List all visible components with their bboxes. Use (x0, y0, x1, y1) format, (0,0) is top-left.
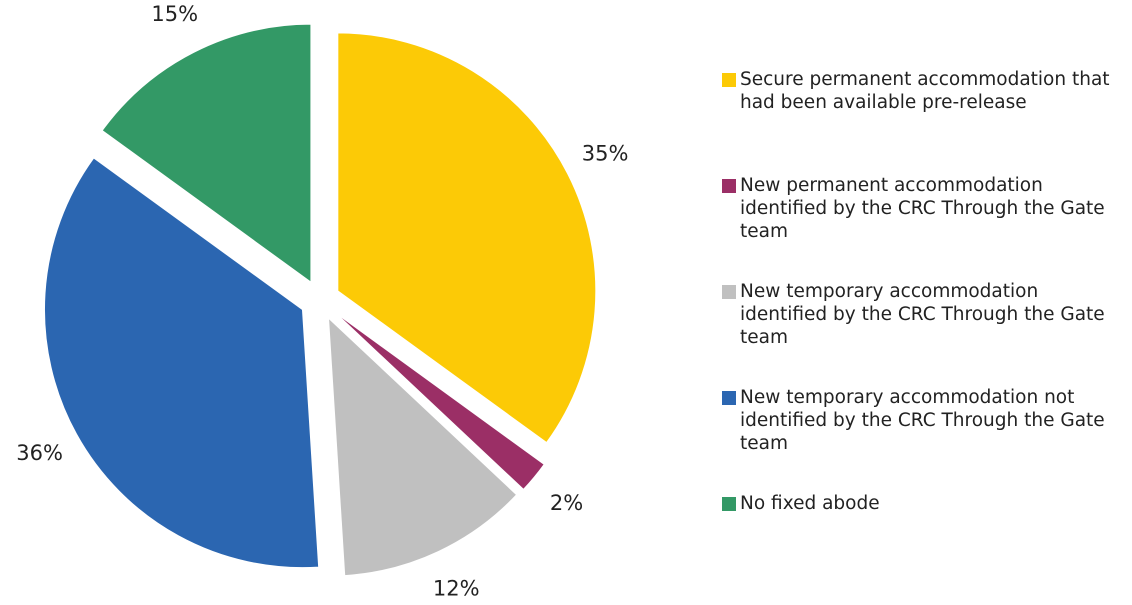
legend-swatch (722, 391, 736, 405)
legend-item: No fixed abode (722, 492, 1127, 598)
legend-label: Secure permanent accommodation that had … (740, 69, 1110, 113)
legend: Secure permanent accommodation that had … (722, 68, 1127, 598)
data-label: 2% (550, 491, 583, 515)
pie-slice (337, 32, 597, 444)
data-label: 35% (582, 142, 629, 166)
legend-item: New temporary accommodation identified b… (722, 280, 1127, 386)
data-label: 36% (16, 441, 63, 465)
legend-swatch (722, 73, 736, 87)
legend-item: New permanent accommodation identified b… (722, 174, 1127, 280)
pie-slice (335, 312, 545, 491)
chart: 35% 2% 12% 36% 15% (16, 2, 629, 601)
pie-slice (327, 316, 518, 577)
legend-label: New temporary accommodation identified b… (740, 281, 1105, 348)
legend-label: No fixed abode (740, 493, 880, 514)
data-label: 15% (151, 2, 198, 26)
legend-item: New temporary accommodation not identifi… (722, 386, 1127, 492)
pie-slice (101, 23, 312, 284)
data-label: 12% (433, 577, 480, 601)
legend-swatch (722, 179, 736, 193)
legend-swatch (722, 285, 736, 299)
pie-slice (43, 157, 320, 569)
legend-label: New temporary accommodation not identifi… (740, 387, 1105, 454)
legend-swatch (722, 497, 736, 511)
legend-label: New permanent accommodation identified b… (740, 175, 1105, 242)
legend-item: Secure permanent accommodation that had … (722, 68, 1127, 174)
